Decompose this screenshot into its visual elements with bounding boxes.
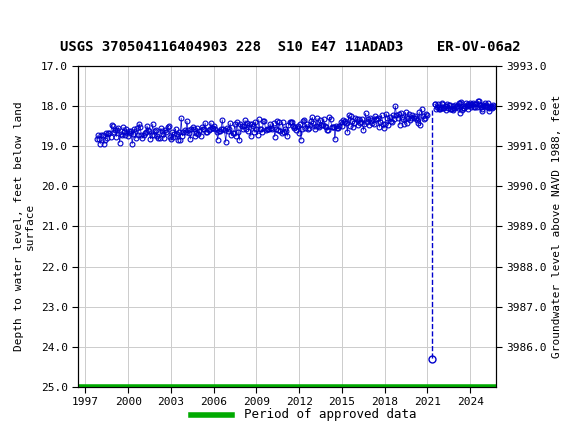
Y-axis label: Depth to water level, feet below land
surface: Depth to water level, feet below land su… — [14, 101, 35, 351]
Text: Period of approved data: Period of approved data — [244, 408, 416, 421]
Text: USGS 370504116404903 228  S10 E47 11ADAD3    ER-OV-06a2: USGS 370504116404903 228 S10 E47 11ADAD3… — [60, 40, 520, 54]
Text: ▒USGS: ▒USGS — [7, 4, 61, 25]
Y-axis label: Groundwater level above NAVD 1988, feet: Groundwater level above NAVD 1988, feet — [552, 95, 563, 358]
